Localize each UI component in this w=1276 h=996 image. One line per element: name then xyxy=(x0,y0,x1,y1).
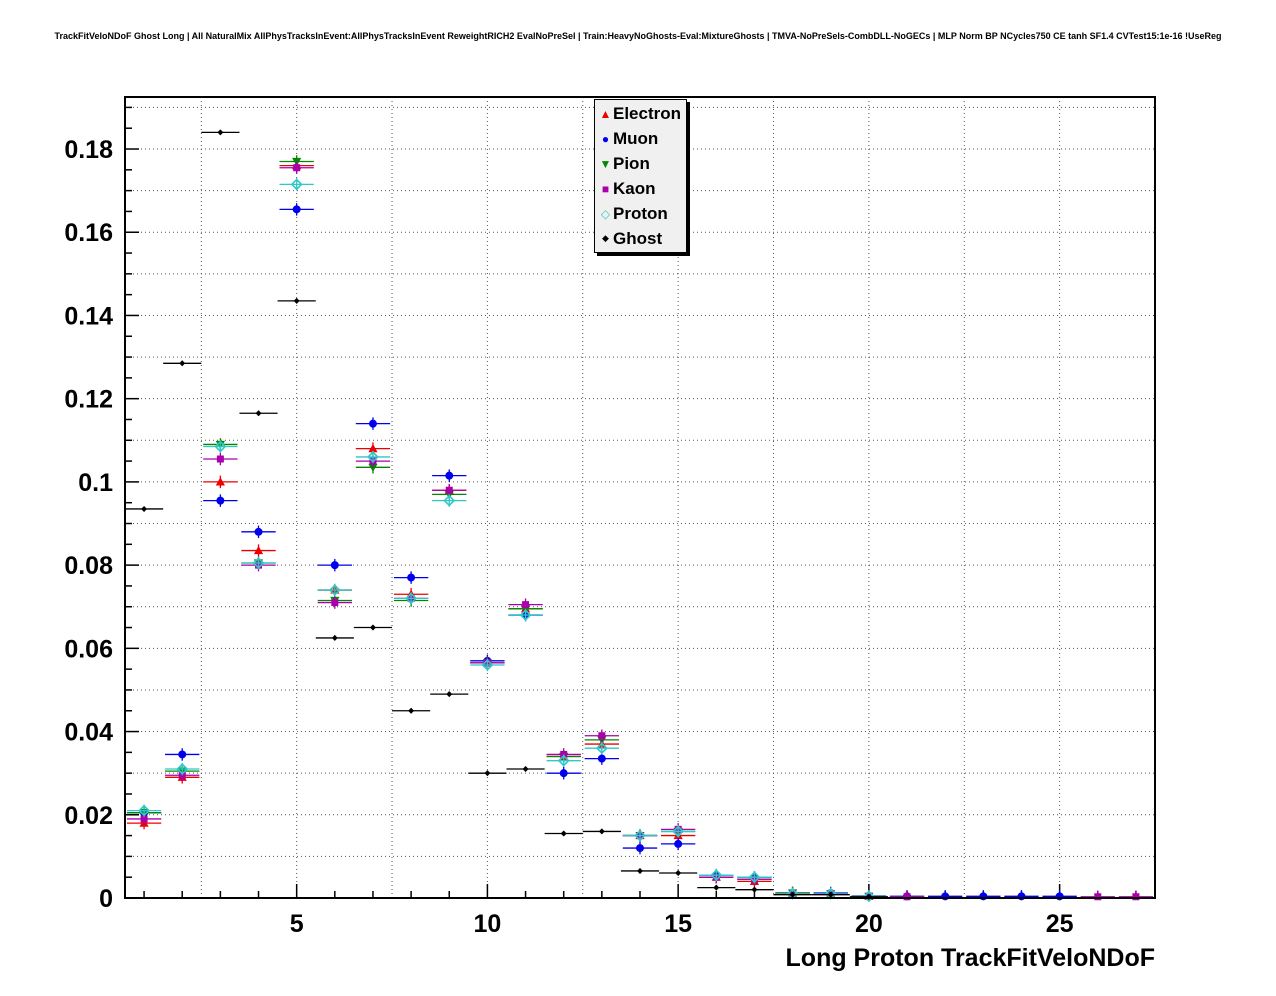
svg-text:0.08: 0.08 xyxy=(64,552,113,580)
legend: ▲ Electron ● Muon ▼ Pion ■ Kaon ◇ Proton… xyxy=(594,99,687,253)
legend-entry-ghost: ◆ Ghost xyxy=(598,226,684,251)
svg-text:0.06: 0.06 xyxy=(64,635,113,663)
svg-text:25: 25 xyxy=(1046,910,1074,938)
plot-title: TrackFitVeloNDoF Ghost Long | All Natura… xyxy=(54,31,1222,41)
legend-entry-proton: ◇ Proton xyxy=(598,201,684,226)
legend-label-electron: Electron xyxy=(613,104,682,123)
electron-marker-icon: ▲ xyxy=(599,106,612,121)
legend-entry-pion: ▼ Pion xyxy=(598,151,684,176)
legend-entry-muon: ● Muon xyxy=(598,126,684,151)
legend-entry-electron: ▲ Electron xyxy=(598,101,684,126)
legend-label-proton: Proton xyxy=(613,204,668,223)
svg-text:0.16: 0.16 xyxy=(64,219,113,247)
legend-label-pion: Pion xyxy=(613,154,650,173)
svg-text:20: 20 xyxy=(855,910,883,938)
legend-label-ghost: Ghost xyxy=(613,229,663,248)
muon-marker-icon: ● xyxy=(601,131,610,146)
pion-marker-icon: ▼ xyxy=(599,156,612,171)
svg-text:15: 15 xyxy=(664,910,692,938)
svg-text:5: 5 xyxy=(290,910,304,938)
proton-marker-icon: ◇ xyxy=(600,206,611,221)
svg-text:0.12: 0.12 xyxy=(64,386,113,414)
svg-text:0.1: 0.1 xyxy=(78,469,113,497)
svg-text:0.02: 0.02 xyxy=(64,802,113,830)
legend-entry-kaon: ■ Kaon xyxy=(598,176,684,201)
ghost-marker-icon: ◆ xyxy=(602,233,609,243)
svg-text:0.14: 0.14 xyxy=(64,302,113,330)
x-axis-label: Long Proton TrackFitVeloNDoF xyxy=(785,944,1155,972)
svg-text:0.04: 0.04 xyxy=(64,719,113,747)
legend-label-kaon: Kaon xyxy=(613,179,656,198)
kaon-marker-icon: ■ xyxy=(601,181,610,196)
svg-text:0.18: 0.18 xyxy=(64,136,113,164)
svg-text:10: 10 xyxy=(474,910,502,938)
svg-text:0: 0 xyxy=(99,885,113,913)
legend-label-muon: Muon xyxy=(613,129,659,148)
